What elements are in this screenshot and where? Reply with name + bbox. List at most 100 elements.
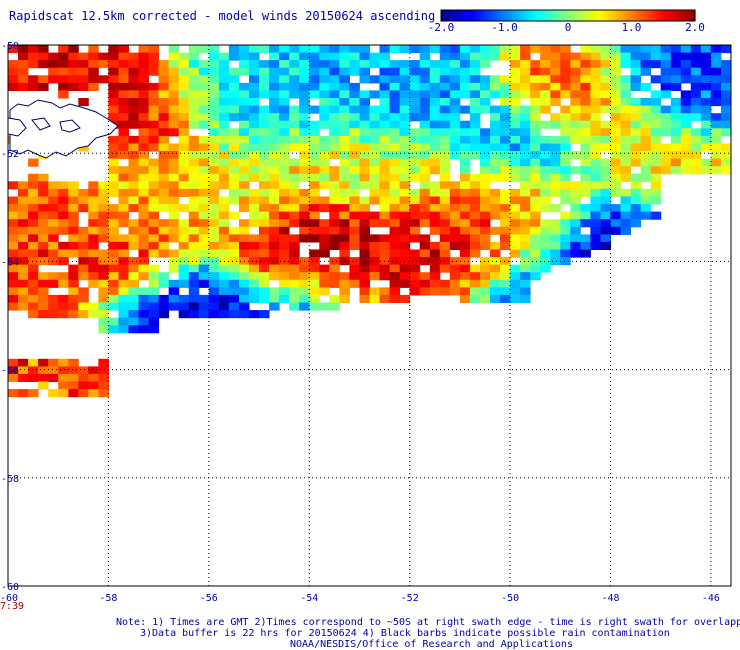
wind-cell (530, 45, 541, 54)
wind-cell (329, 196, 340, 205)
wind-cell (550, 188, 561, 197)
wind-cell (28, 158, 39, 167)
wind-cell (660, 143, 672, 152)
wind-cell (168, 219, 180, 228)
wind-cell (379, 60, 390, 69)
wind-cell (580, 166, 591, 175)
wind-cell (138, 294, 149, 303)
wind-cell (218, 166, 230, 175)
wind-cell (208, 264, 220, 273)
wind-cell (560, 219, 571, 228)
wind-cell (218, 52, 230, 61)
longitude-tick-label: -56 (200, 593, 218, 604)
latitude-tick-labels: -50-52-54-56-58-60 (1, 41, 19, 593)
wind-cell (590, 143, 601, 152)
wind-cell (439, 52, 451, 61)
wind-cell (389, 211, 401, 220)
wind-cell (218, 113, 230, 122)
wind-cell (148, 181, 160, 190)
wind-cell (168, 188, 180, 197)
wind-cell (429, 219, 441, 228)
wind-cell (439, 226, 451, 235)
wind-cell (88, 75, 99, 84)
wind-cell (369, 287, 380, 296)
wind-cell (389, 120, 401, 129)
wind-cell (359, 67, 370, 76)
wind-cell (228, 128, 240, 137)
wind-cell (469, 204, 481, 213)
colorbar-swatch (448, 10, 454, 21)
wind-cell (309, 188, 320, 197)
wind-cell (379, 82, 390, 91)
wind-cell (510, 135, 521, 144)
wind-cell (239, 294, 250, 303)
wind-cell (409, 211, 421, 220)
wind-cell (68, 381, 79, 390)
wind-cell (28, 389, 39, 398)
wind-cell (218, 98, 230, 107)
wind-cell (710, 128, 722, 137)
wind-cell (439, 105, 451, 114)
wind-cell (409, 173, 421, 182)
wind-cell (670, 105, 682, 114)
wind-cell (640, 211, 652, 220)
colorbar-swatch (532, 10, 537, 21)
wind-cell (540, 67, 551, 76)
wind-cell (319, 158, 330, 167)
wind-cell (419, 52, 431, 61)
wind-cell (510, 249, 521, 258)
wind-cell (228, 52, 240, 61)
wind-cell (439, 45, 451, 54)
wind-cell (590, 67, 601, 76)
wind-cell (249, 264, 260, 273)
wind-cell (249, 196, 260, 205)
wind-cell (58, 52, 69, 61)
wind-cell (58, 204, 69, 213)
wind-cell (580, 120, 591, 129)
wind-cell (208, 287, 220, 296)
note-line-2: 3)Data buffer is 22 hrs for 20150624 4) … (140, 628, 670, 639)
wind-cell (459, 234, 471, 243)
wind-cell (138, 204, 149, 213)
wind-cell (349, 158, 360, 167)
wind-cell (319, 241, 330, 250)
wind-cell (640, 135, 652, 144)
wind-cell (530, 158, 541, 167)
wind-cell (158, 226, 170, 235)
wind-cell (399, 67, 411, 76)
wind-cell (118, 234, 129, 243)
wind-cell (28, 52, 39, 61)
wind-cell (319, 173, 330, 182)
wind-cell (469, 181, 481, 190)
wind-cell (409, 219, 421, 228)
wind-cell (690, 75, 702, 84)
wind-cell (660, 67, 672, 76)
wind-cell (670, 75, 682, 84)
wind-cell (188, 211, 200, 220)
wind-cell (550, 60, 561, 69)
wind-cell (339, 241, 350, 250)
wind-cell (239, 135, 250, 144)
wind-cell (299, 151, 310, 160)
wind-cell (269, 166, 280, 175)
wind-cell (8, 389, 19, 398)
wind-cell (228, 158, 240, 167)
wind-cell (118, 188, 129, 197)
wind-cell (369, 264, 380, 273)
wind-cell (389, 113, 401, 122)
wind-cell (259, 143, 270, 152)
wind-cell (269, 272, 280, 281)
wind-cell (650, 105, 662, 114)
longitude-tick-label: -48 (601, 593, 619, 604)
wind-cell (680, 75, 692, 84)
wind-cell (299, 219, 310, 228)
wind-cell (118, 219, 129, 228)
wind-cell (108, 287, 119, 296)
wind-cell (580, 249, 591, 258)
wind-cell (620, 135, 631, 144)
wind-cell (218, 249, 230, 258)
wind-cell (510, 120, 521, 129)
wind-cell (218, 151, 230, 160)
colorbar-swatch (488, 10, 494, 21)
wind-cell (469, 151, 481, 160)
